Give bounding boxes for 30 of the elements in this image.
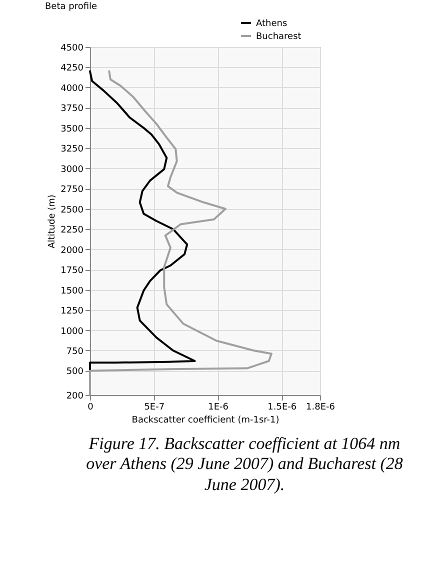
x-tick-label: 1.5E-6 bbox=[268, 402, 297, 412]
y-tick-label: 2750 bbox=[60, 185, 84, 196]
y-tick-label: 2250 bbox=[60, 226, 84, 236]
y-tick-label: 500 bbox=[66, 367, 84, 378]
y-tick-label: 4250 bbox=[60, 64, 84, 74]
y-tick-label: 1000 bbox=[60, 326, 84, 337]
y-axis-title: Altitude (m) bbox=[48, 194, 58, 248]
x-tick-label: 1E-6 bbox=[208, 402, 229, 412]
y-tick-label: 4500 bbox=[60, 44, 84, 54]
y-tick-label: 3250 bbox=[60, 144, 84, 155]
y-tick-label: 200 bbox=[66, 392, 84, 402]
x-tick-label: 0 bbox=[88, 402, 94, 412]
y-tick-label: 2500 bbox=[60, 205, 84, 216]
caption: Figure 17. Backscatter coefficient at 1064 nm over Athens (29 June 2007) and Bucharest (28 June 2007). bbox=[85, 434, 404, 496]
x-tick-label: 1.8E-6 bbox=[306, 402, 336, 412]
line-series bbox=[89, 70, 272, 396]
legend-label: Athens bbox=[256, 19, 288, 29]
y-tick-label: 1250 bbox=[60, 306, 84, 317]
y-tick-label: 1750 bbox=[60, 266, 84, 276]
y-tick-label: 750 bbox=[66, 346, 84, 357]
y-tick-label: 3750 bbox=[60, 104, 84, 114]
y-tick-label: 2000 bbox=[60, 246, 84, 256]
y-tick-label: 1500 bbox=[60, 286, 84, 296]
y-tick-label: 3500 bbox=[60, 124, 84, 134]
x-tick-label: 5E-7 bbox=[144, 402, 165, 412]
y-tick-label: 3000 bbox=[60, 164, 84, 175]
chart-title: Beta profile bbox=[45, 2, 98, 12]
legend-label: Bucharest bbox=[256, 32, 302, 42]
x-axis-title: Backscatter coefficient (m-1sr-1) bbox=[132, 416, 280, 426]
y-tick-label: 4000 bbox=[60, 84, 84, 94]
